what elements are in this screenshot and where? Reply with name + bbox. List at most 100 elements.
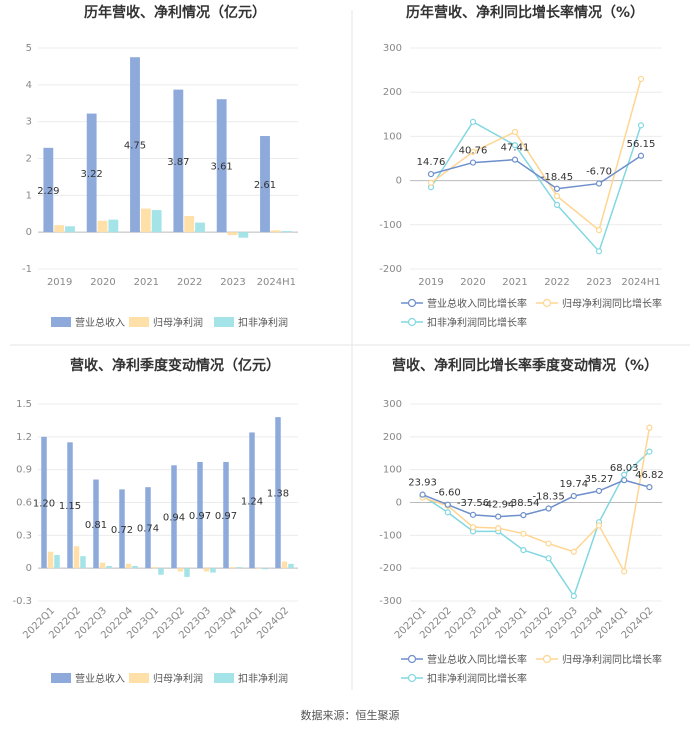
line-value-label: -38.54	[507, 498, 539, 509]
series-point-3	[545, 555, 552, 562]
bar-1-2023Q1	[145, 487, 151, 569]
legend-swatch	[214, 673, 234, 683]
y-tick-label: 0.6	[16, 498, 32, 509]
legend-item-1[interactable]: 营业总收入同比增长率	[401, 653, 527, 666]
y-tick-label: -100	[379, 530, 402, 541]
series-point-2	[545, 540, 552, 547]
legend-swatch	[129, 673, 149, 683]
bar-value-label: 2.61	[254, 180, 276, 191]
series-point-1	[419, 491, 426, 498]
y-tick-label: 300	[383, 399, 402, 410]
legend-item-1[interactable]: 营业总收入同比增长率	[401, 297, 527, 310]
legend-item-3[interactable]: 扣非净利润同比增长率	[401, 672, 527, 685]
series-point-1	[444, 501, 451, 508]
y-tick-label: 1.2	[16, 432, 32, 443]
legend-item-1[interactable]: 营业总收入	[51, 672, 125, 685]
y-tick-label: 100	[383, 131, 402, 142]
legend-item-3[interactable]: 扣非净利润	[214, 316, 288, 329]
bar-value-label: 4.75	[124, 141, 146, 152]
series-point-3	[595, 248, 603, 255]
legend-item-2[interactable]: 归母净利润	[129, 672, 203, 685]
x-tick-label: 2024H1	[621, 277, 660, 288]
x-tick-label: 2022	[177, 277, 202, 288]
y-tick-label: 0	[396, 176, 402, 187]
bar-value-label: 0.97	[215, 511, 237, 522]
legend-label: 营业总收入同比增长率	[427, 297, 527, 310]
legend-item-3[interactable]: 扣非净利润	[214, 672, 288, 685]
bar-value-label: 0.97	[189, 511, 211, 522]
chart-panel-3: 营收、净利季度变动情况（亿元）-0.300.30.60.91.21.52022Q…	[12, 357, 298, 685]
legend-marker	[407, 317, 417, 327]
y-tick-label: 200	[383, 432, 402, 443]
bar-3-2023	[238, 232, 249, 238]
line-value-label: 35.27	[585, 474, 614, 485]
legend-label: 归母净利润	[153, 672, 203, 685]
line-value-label: -6.70	[586, 167, 612, 178]
legend-label: 扣非净利润同比增长率	[427, 672, 527, 685]
series-point-3	[469, 118, 477, 125]
line-value-label: 46.82	[635, 470, 664, 481]
chart-panel-2: 历年营收、净利同比增长率情况（%） -200 -100 0 100 200 300 2019 2…	[379, 4, 662, 329]
series-point-1	[469, 159, 477, 166]
legend-marker	[542, 654, 552, 664]
bar-value-label: 0.94	[163, 513, 185, 524]
series-point-2	[469, 524, 477, 531]
x-tick-label: 2020	[90, 277, 115, 288]
y-tick-label: 1	[26, 190, 32, 201]
legend-item-2[interactable]: 归母净利润	[129, 316, 203, 329]
bar-1-2022Q3	[93, 479, 99, 569]
series-point-3	[570, 592, 577, 600]
legend-marker	[407, 298, 417, 308]
legend-swatch	[51, 673, 71, 683]
legend-item-2[interactable]: 归母净利润同比增长率	[536, 297, 662, 310]
legend-item-1[interactable]: 营业总收入	[51, 316, 125, 329]
bar-1-2020	[86, 113, 97, 233]
series-point-3	[520, 547, 527, 554]
series-point-1	[646, 484, 653, 491]
x-tick-label: 2022	[544, 277, 569, 288]
series-point-3	[637, 122, 645, 129]
bar-1-2023	[216, 99, 227, 233]
series-line-1	[422, 479, 650, 518]
bar-1-2021	[130, 57, 140, 233]
series-line-2	[422, 427, 651, 574]
bar-1-2024Q2	[275, 417, 281, 569]
x-tick-label: 2020	[460, 277, 485, 288]
y-tick-label: -200	[379, 563, 402, 574]
series-point-1	[427, 170, 435, 178]
bar-3-2024Q1	[262, 568, 268, 570]
y-tick-label: 0.9	[16, 465, 32, 476]
bar-3-2021	[151, 210, 162, 233]
legend-label: 营业总收入	[75, 672, 125, 685]
bar-2-2022Q2	[73, 546, 80, 569]
x-tick-label: 2019	[47, 277, 72, 288]
y-tick-label: 1.5	[16, 399, 32, 410]
bar-3-2022Q1	[54, 555, 60, 569]
series-point-2	[637, 75, 645, 83]
bar-2-2021	[140, 208, 151, 233]
bar-2-2023	[227, 232, 238, 236]
series-point-1	[595, 487, 603, 495]
bar-1-2023Q4	[223, 462, 229, 569]
bar-1-2024H1	[260, 136, 270, 233]
bar-value-label: 2.29	[37, 186, 59, 197]
bar-1-2024Q1	[249, 432, 255, 569]
y-tick-label: 300	[383, 43, 402, 54]
series-point-2	[621, 568, 628, 575]
bar-3-2022Q3	[106, 565, 112, 569]
line-value-label: 47.41	[501, 143, 530, 154]
series-point-2	[646, 424, 653, 431]
bar-2-2024H1	[270, 230, 281, 233]
legend-item-2[interactable]: 归母净利润同比增长率	[536, 653, 662, 666]
bar-value-label: 0.81	[85, 520, 107, 531]
series-point-1	[520, 512, 527, 519]
bar-2-2019	[54, 225, 65, 233]
legend-item-3[interactable]: 扣非净利润同比增长率	[401, 316, 527, 329]
y-tick-label: -200	[379, 264, 402, 275]
line-value-label: -18.45	[541, 172, 573, 183]
bar-2-2023Q2	[177, 568, 184, 572]
bar-value-label: 3.61	[211, 162, 233, 173]
line-value-label: 56.15	[627, 139, 656, 150]
line-value-label: -6.60	[435, 488, 461, 499]
